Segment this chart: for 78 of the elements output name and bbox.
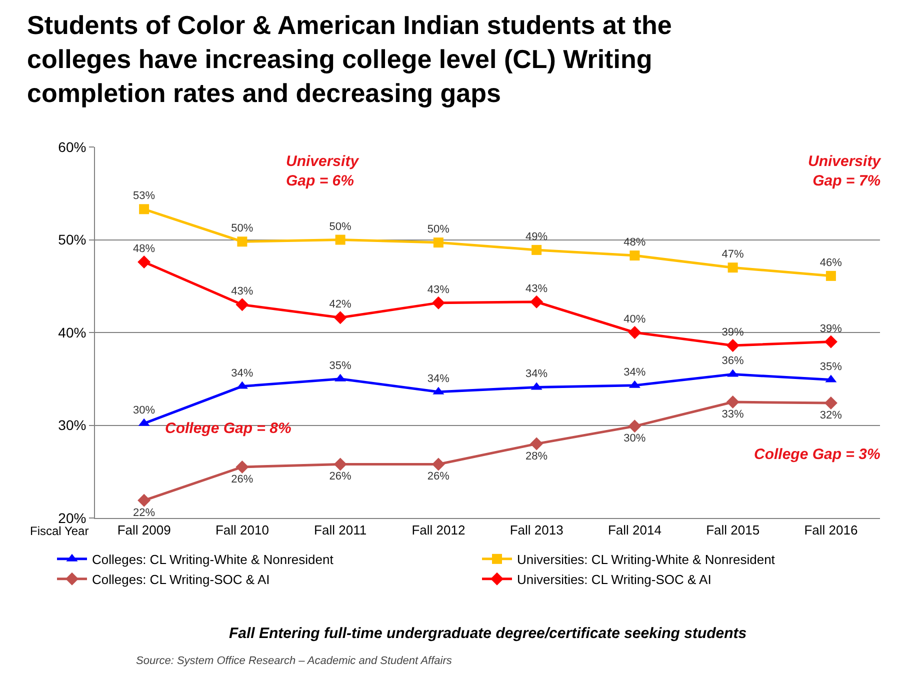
x-tick-label: Fall 2013 <box>510 522 564 538</box>
data-label: 43% <box>526 282 548 295</box>
data-label: 30% <box>133 404 156 416</box>
data-label: 34% <box>526 368 548 380</box>
y-tick-label: 20% <box>58 510 86 526</box>
annotation: College Gap = 8% <box>165 420 292 437</box>
x-tick-label: Fall 2012 <box>412 522 466 538</box>
x-tick-label: Fall 2009 <box>117 522 171 538</box>
point <box>237 236 248 247</box>
data-label: 48% <box>133 243 156 256</box>
text: Fall Entering full-time undergraduate degree/certificate seeking students <box>229 625 747 642</box>
data-label: 50% <box>231 222 254 235</box>
point <box>628 326 642 339</box>
annotation: College Gap = 3% <box>754 446 880 463</box>
point <box>335 234 346 245</box>
point <box>139 204 150 214</box>
data-label: 36% <box>722 355 744 368</box>
data-label: 33% <box>722 408 744 421</box>
point <box>726 396 740 409</box>
point <box>138 256 151 269</box>
x-tick-label: Fall 2016 <box>804 522 858 538</box>
chart-title: Students of Color & American Indian students at the colleges have increasing college level (CL) Writing completion rates and decreasing gaps <box>27 10 672 108</box>
annotation: University Gap = 6% <box>286 153 360 190</box>
data-label: 34% <box>231 367 254 380</box>
point <box>630 250 640 261</box>
data-label: 46% <box>820 256 842 269</box>
point <box>432 296 445 310</box>
point <box>530 295 544 308</box>
data-label: 43% <box>427 284 450 296</box>
annotation: University Gap = 7% <box>808 153 882 190</box>
legend-label: Colleges: CL Writing-White & Nonresident <box>92 552 334 567</box>
y-tick-label: 50% <box>58 232 86 248</box>
data-label: 50% <box>329 220 352 233</box>
point <box>532 244 542 255</box>
x-tick-label: Fall 2011 <box>314 522 367 538</box>
legend-label: Colleges: CL Writing-SOC & AI <box>92 572 270 587</box>
data-label: 26% <box>231 473 254 486</box>
data-label: 47% <box>722 248 744 261</box>
y-tick-label: 60% <box>58 138 86 155</box>
legend-label: Universities: CL Writing-SOC & AI <box>517 572 712 587</box>
x-tick-label: Fall 2010 <box>215 522 269 538</box>
y-tick-label: 40% <box>58 324 86 340</box>
data-label: 42% <box>329 298 352 311</box>
point <box>236 298 249 312</box>
data-label: 34% <box>624 366 646 378</box>
point <box>530 437 544 450</box>
data-label: 32% <box>820 409 842 422</box>
data-label: 34% <box>427 372 450 385</box>
point <box>432 458 445 471</box>
data-label: 39% <box>820 322 842 335</box>
point <box>334 458 347 471</box>
x-axis-title: Fiscal Year <box>30 524 89 538</box>
point <box>236 460 249 474</box>
data-label: 26% <box>329 470 352 483</box>
data-label: 35% <box>329 360 352 372</box>
data-label: 28% <box>526 450 548 462</box>
point <box>726 338 740 352</box>
point <box>628 420 642 433</box>
point <box>728 262 738 273</box>
data-label: 22% <box>133 506 156 519</box>
data-label: 35% <box>820 360 842 373</box>
x-tick-label: Fall 2014 <box>608 522 662 538</box>
point <box>433 238 444 248</box>
legend-label: Universities: CL Writing-White & Nonresident <box>517 552 776 567</box>
data-label: 53% <box>133 190 156 202</box>
x-tick-label: Fall 2015 <box>706 522 760 538</box>
data-label: 40% <box>624 314 646 326</box>
source-note: Source: System Office Research – Academic and Student Affairs <box>136 655 452 667</box>
data-label: 50% <box>427 224 450 236</box>
data-label: 30% <box>624 432 646 445</box>
point <box>824 335 838 348</box>
point <box>138 494 151 507</box>
point <box>824 396 838 410</box>
point <box>826 270 836 281</box>
data-label: 43% <box>231 286 254 298</box>
data-label: 26% <box>427 470 450 483</box>
y-tick-label: 30% <box>58 417 86 434</box>
point <box>334 311 347 324</box>
